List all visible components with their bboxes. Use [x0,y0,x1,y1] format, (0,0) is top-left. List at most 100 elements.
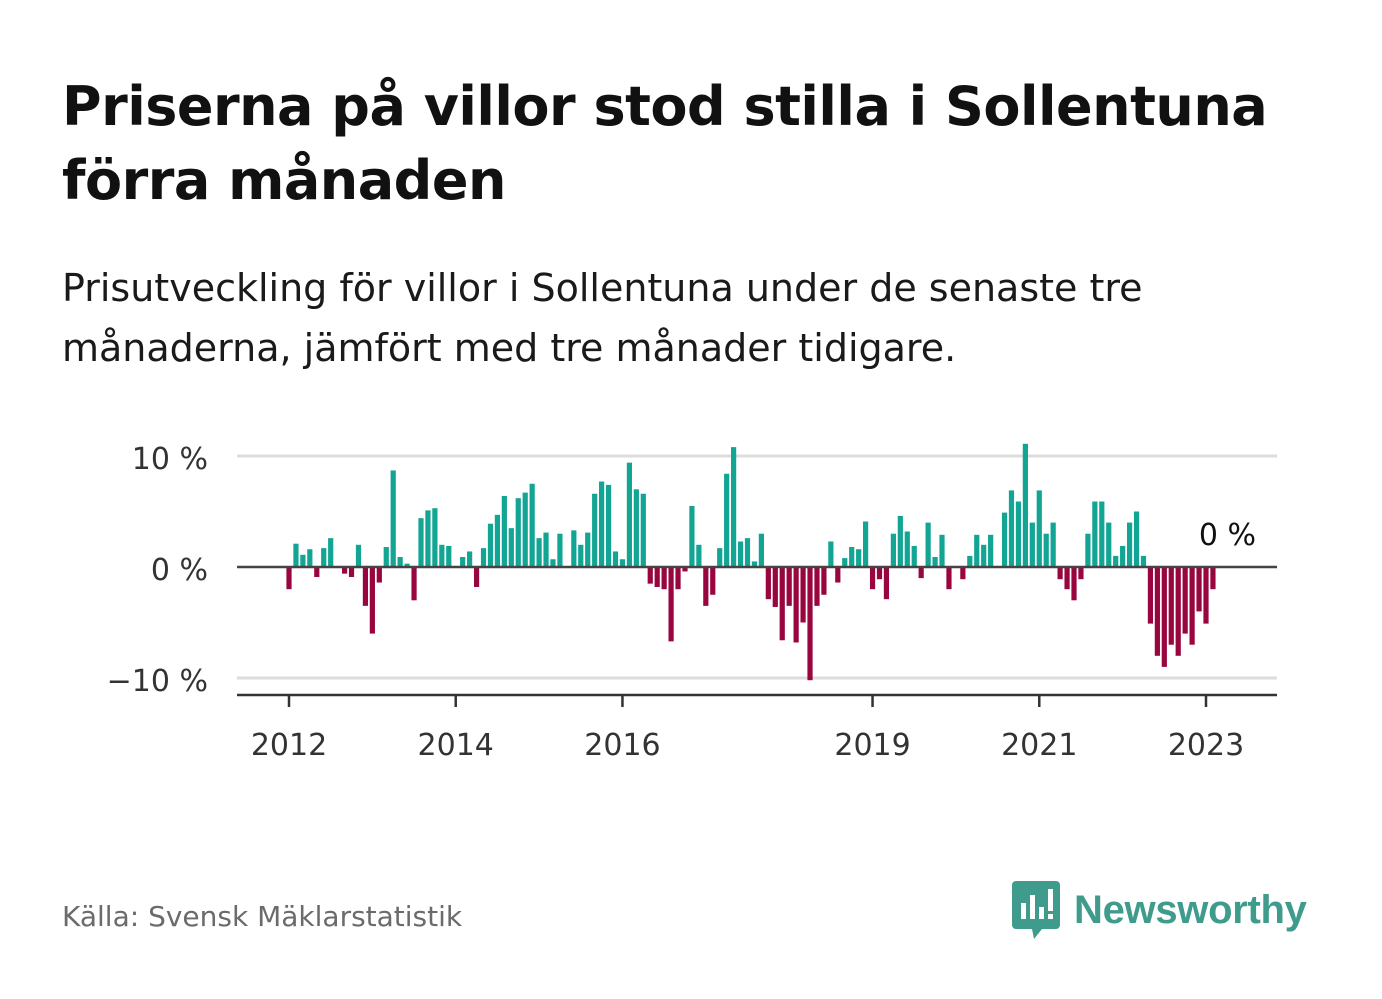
last-value-label: 0 % [1199,518,1256,553]
bar [446,545,452,567]
bar [1099,501,1105,567]
newsworthy-logo-text: Newsworthy [1074,887,1307,932]
bar [1154,567,1160,656]
y-tick-label: 0 % [151,553,208,588]
x-tick-label: 2012 [251,728,327,763]
bar [494,514,501,567]
bar [411,567,417,601]
bar [842,558,848,567]
bar [863,521,869,567]
bar [1029,522,1035,567]
bar [439,544,445,567]
bar [390,470,396,567]
bar [1092,501,1098,567]
bar [404,563,410,567]
x-tick-label: 2023 [1168,728,1244,763]
bar [487,523,494,567]
bar [960,567,966,580]
bar [696,544,702,567]
bar [807,567,813,681]
bar [1175,567,1181,656]
bar [828,541,834,567]
bar [765,567,771,600]
bar [1140,555,1147,567]
bar [1196,567,1202,612]
bar [515,498,521,567]
bar [1008,490,1015,567]
x-tick-label: 2016 [584,728,660,763]
bar [432,508,438,567]
bar [1001,512,1008,567]
bar [689,505,695,567]
bar [501,495,507,567]
bar [473,567,480,587]
bar [522,492,528,567]
bar [543,532,549,567]
x-tick-label: 2021 [1001,728,1077,763]
bar [571,530,577,567]
newsworthy-logo[interactable]: Newsworthy [1012,880,1307,940]
bar [578,544,584,567]
bar [717,548,723,567]
bar [897,515,903,567]
bar [550,559,556,567]
bar [1078,567,1084,580]
bar [821,567,827,595]
bar [633,489,639,567]
bar [529,483,535,567]
bar [1043,533,1049,567]
bar [355,544,362,567]
bar [418,518,424,567]
bar [1057,567,1063,580]
bar [925,522,931,567]
bar [703,567,709,606]
bar [800,567,806,623]
x-tick-label: 2019 [834,728,910,763]
bar [362,567,369,606]
bar [480,548,487,567]
bar [508,528,514,567]
bar [286,567,292,590]
bar [1050,522,1056,567]
bar [981,544,987,567]
bar [1203,567,1209,624]
bar [1133,511,1140,567]
bar [460,557,466,567]
bar [307,549,313,567]
bar [467,551,473,567]
bar [876,567,883,580]
bar [654,567,660,587]
bar [599,481,605,567]
bar [724,473,730,567]
bar [974,534,980,567]
bar [425,510,431,567]
bar [376,567,382,583]
bar [744,538,751,567]
bar [640,493,646,567]
bar [675,567,681,590]
bar [557,533,563,567]
bar [668,567,674,642]
bar [619,559,626,567]
newsworthy-logo-icon [1012,881,1060,939]
bar [369,567,375,634]
bar [328,538,334,567]
y-tick-label: 10 % [132,442,208,477]
bar [737,541,744,567]
bar [1085,533,1091,567]
bar [772,567,778,607]
bar [341,567,348,574]
bar [397,557,403,567]
bar [1210,567,1216,590]
bar [856,549,862,567]
bar [1147,567,1154,624]
bar [1189,567,1195,645]
bar [348,567,355,577]
page-subtitle: Prisutveckling för villor i Sollentuna u… [62,266,1143,370]
bar [647,567,653,584]
x-tick-label: 2014 [418,728,494,763]
bar [605,484,612,567]
source-note: Källa: Svensk Mäklarstatistik [62,900,463,933]
bar [1182,567,1188,634]
bar [300,554,306,567]
